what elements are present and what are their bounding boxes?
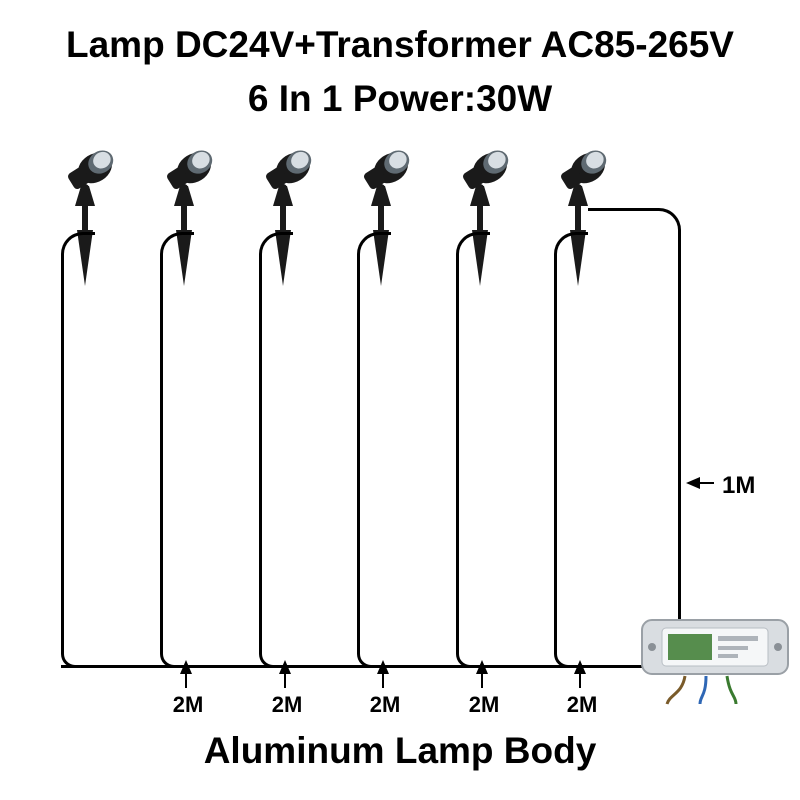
title-line-2: 6 In 1 Power:30W — [0, 78, 800, 120]
lamp-cable — [160, 268, 190, 668]
arrow-left-icon — [686, 477, 700, 489]
transformer-icon — [640, 618, 790, 706]
spacing-label: 2M — [158, 692, 218, 718]
spacing-label: 2M — [355, 692, 415, 718]
lamp-cable — [61, 268, 91, 668]
lamp-cable — [259, 268, 289, 668]
arrow-up-icon — [574, 660, 586, 674]
arrow-up-icon — [279, 660, 291, 674]
transformer — [640, 618, 790, 711]
title-line-1: Lamp DC24V+Transformer AC85-265V — [0, 24, 800, 66]
lamp-cable — [456, 268, 486, 668]
wiring-diagram: 2M2M2M2M2M1M — [0, 130, 800, 710]
footer-text: Aluminum Lamp Body — [0, 730, 800, 772]
trunk-top-arc — [588, 208, 681, 234]
arrow-up-icon — [476, 660, 488, 674]
spacing-label: 2M — [454, 692, 514, 718]
trunk-cable — [678, 232, 681, 620]
arrow-up-icon — [377, 660, 389, 674]
spacing-label: 2M — [257, 692, 317, 718]
spacing-label: 2M — [552, 692, 612, 718]
horizontal-cable-bus — [61, 665, 681, 668]
lamp-cable — [554, 268, 584, 668]
lamp-cable — [357, 268, 387, 668]
arrow-up-icon — [180, 660, 192, 674]
one-meter-label: 1M — [722, 472, 755, 500]
